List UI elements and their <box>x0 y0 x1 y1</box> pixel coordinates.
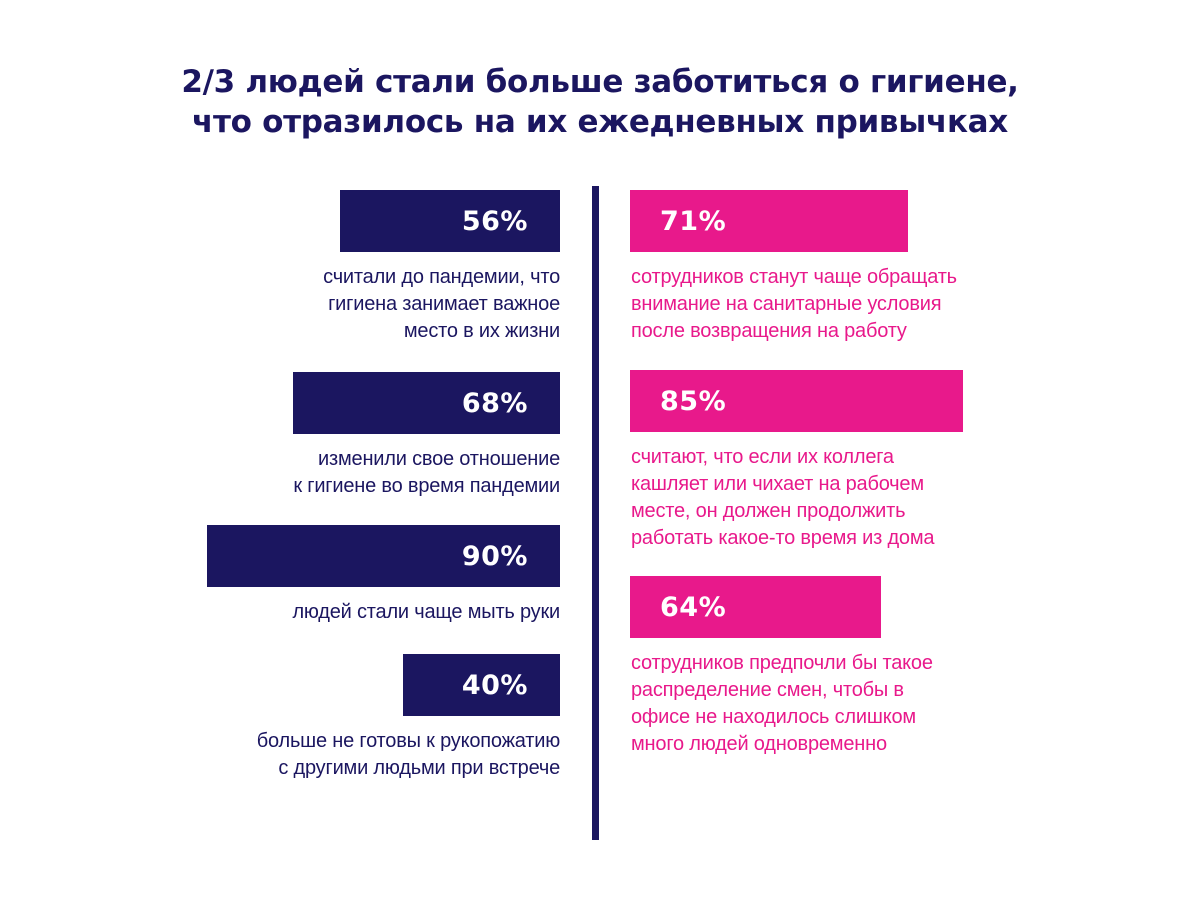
left-bar-2-value-label: 68% <box>461 387 528 419</box>
right-bar-2-description-line-1: считают, что если их коллега <box>631 446 894 468</box>
right-bar-3-description-line-2: распределение смен, чтобы в <box>631 679 904 701</box>
right-bar-2-description-line-2: кашляет или чихает на рабочем <box>631 473 924 495</box>
right-bar-2: 85% <box>630 370 963 432</box>
left-bar-2-description-line-1: изменили свое отношение <box>318 448 560 470</box>
right-bar-2-description-line-4: работать какое-то время из дома <box>631 527 935 549</box>
right-bar-3-description: сотрудников предпочли бы такое распределе… <box>631 650 933 758</box>
left-bar-4-description-line-2: с другими людьми при встрече <box>278 757 560 779</box>
left-bar-1: 56% <box>340 190 560 252</box>
right-bar-2-value-label: 85% <box>660 385 727 417</box>
right-bar-1-description-line-1: сотрудников станут чаще обращать <box>631 266 957 288</box>
center-divider <box>592 186 599 840</box>
right-bar-3-value-label: 64% <box>660 591 727 623</box>
left-bar-2-description: изменили свое отношение к гигиене во врем… <box>293 446 560 500</box>
chart-title-line-1: 2/3 людей стали больше заботиться о гиги… <box>181 64 1019 100</box>
left-bar-3-value-label: 90% <box>461 540 528 572</box>
left-bar-4: 40% <box>403 654 560 716</box>
chart-title: 2/3 людей стали больше заботиться о гиги… <box>150 62 1050 142</box>
left-bar-1-description: считали до пандемии, что гигиена занимает… <box>323 264 560 345</box>
right-bar-1-description: сотрудников станут чаще обращать внимание… <box>631 264 957 345</box>
left-bar-2: 68% <box>293 372 560 434</box>
chart-title-line-2: что отразилось на их ежедневных привычка… <box>191 104 1008 140</box>
right-bar-3-description-line-4: много людей одновременно <box>631 733 887 755</box>
left-bar-1-description-line-3: место в их жизни <box>403 320 560 342</box>
left-bar-3-description: людей стали чаще мыть руки <box>292 599 560 626</box>
left-bar-1-value-label: 56% <box>461 205 528 237</box>
right-bar-2-description: считают, что если их коллега кашляет или … <box>631 444 935 552</box>
right-bar-3-description-line-1: сотрудников предпочли бы такое <box>631 652 933 674</box>
right-bar-3-description-line-3: офисе не находилось слишком <box>631 706 916 728</box>
right-bar-1-description-line-2: внимание на санитарные условия <box>631 293 942 315</box>
left-bar-2-description-line-2: к гигиене во время пандемии <box>293 475 560 497</box>
right-bar-1: 71% <box>630 190 908 252</box>
left-bar-1-description-line-1: считали до пандемии, что <box>323 266 560 288</box>
left-bar-1-description-line-2: гигиена занимает важное <box>328 293 560 315</box>
left-bar-4-value-label: 40% <box>461 669 528 701</box>
right-bar-1-value-label: 71% <box>660 205 727 237</box>
right-bar-1-description-line-3: после возвращения на работу <box>631 320 907 342</box>
right-bar-2-description-line-3: месте, он должен продолжить <box>631 500 906 522</box>
left-bar-3: 90% <box>207 525 560 587</box>
right-bar-3: 64% <box>630 576 881 638</box>
left-bar-4-description: больше не готовы к рукопожатию с другими … <box>257 728 560 782</box>
left-bar-3-description-line-1: людей стали чаще мыть руки <box>292 601 560 623</box>
left-bar-4-description-line-1: больше не готовы к рукопожатию <box>256 730 560 752</box>
